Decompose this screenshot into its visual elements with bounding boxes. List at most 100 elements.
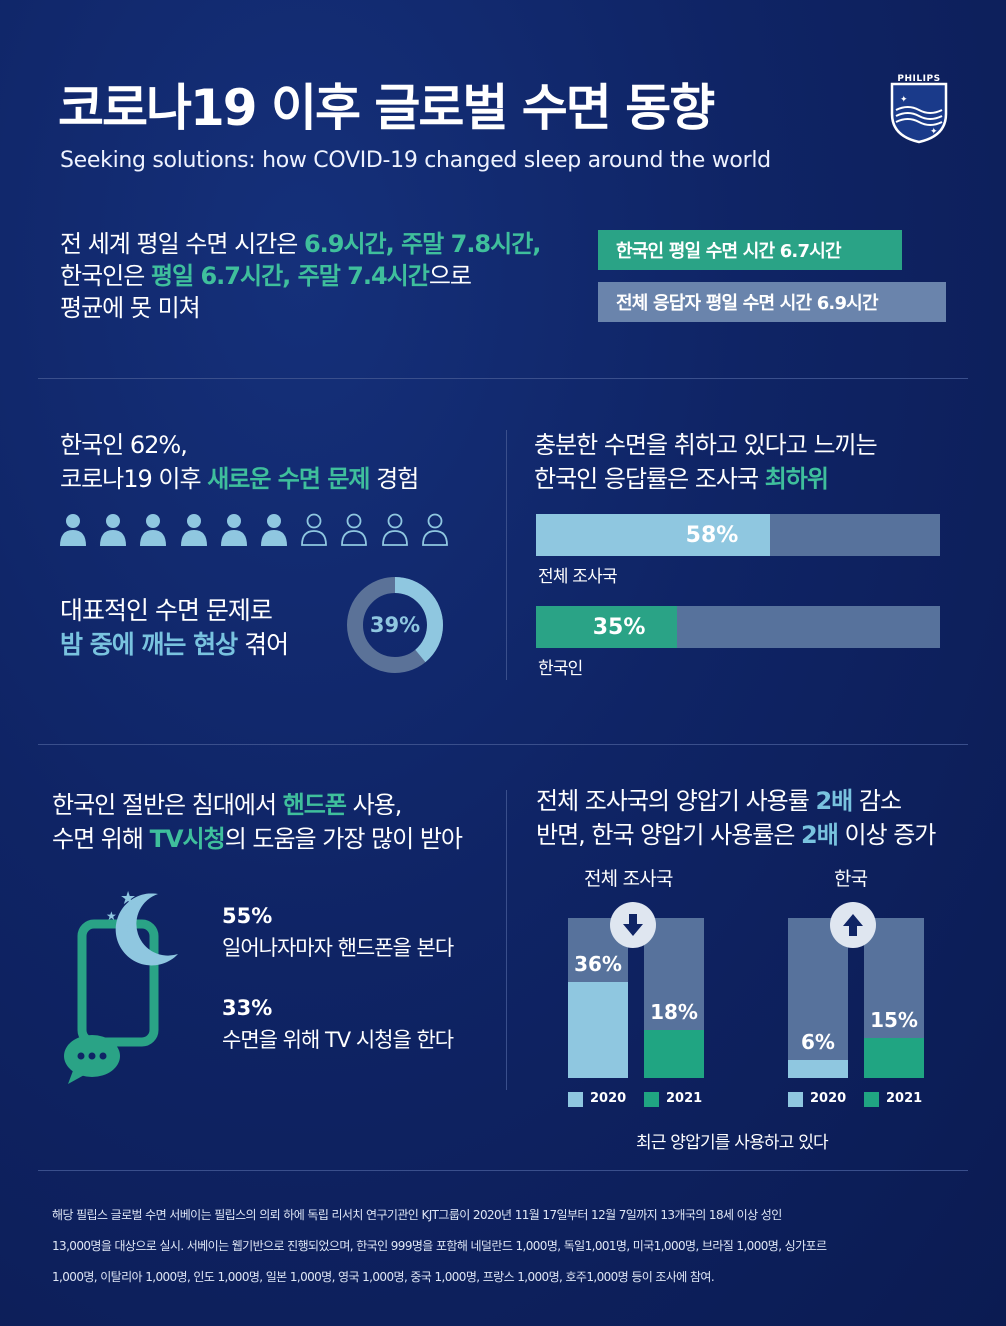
- korea-sleep-box: 한국인 평일 수면 시간 6.7시간: [598, 230, 902, 270]
- wake-line1: 대표적인 수면 문제로: [60, 596, 273, 625]
- problems-line2-highlight: 새로운 수면 문제: [207, 465, 370, 493]
- phone-line2-text: 수면 위해: [52, 825, 150, 853]
- column-value-label: 36%: [574, 952, 622, 976]
- person-filled-icon: [219, 512, 249, 548]
- legend-label: 2020: [590, 1091, 627, 1106]
- bar1-label: 전체 조사국: [538, 567, 618, 587]
- logo-text: PHILIPS: [897, 74, 941, 84]
- stat2-text: 수면을 위해 TV 시청을 한다: [222, 1028, 454, 1052]
- bar2-fill: 35%: [536, 606, 678, 648]
- footer-line3: 1,000명, 이탈리아 1,000명, 인도 1,000명, 일본 1,000…: [52, 1270, 715, 1284]
- intro-line1-highlight: 6.9시간, 주말 7.8시간,: [303, 230, 541, 258]
- phone-line1-text: 한국인 절반은 침대에서: [52, 791, 283, 819]
- chart-group2-label: 한국: [834, 868, 868, 890]
- divider-1: [38, 378, 968, 379]
- svg-text:★: ★: [106, 909, 117, 923]
- sufficient-line2-text: 한국인 응답률은 조사국: [534, 465, 765, 493]
- arrow-down-icon: [610, 902, 656, 948]
- donut-chart: 39%: [344, 574, 446, 676]
- wake-text: 대표적인 수면 문제로 밤 중에 깨는 현상 겪어: [60, 594, 289, 662]
- bar1-value: 58%: [685, 522, 739, 548]
- legend-swatch: [644, 1092, 659, 1107]
- problems-line2-text: 코로나19 이후: [60, 465, 208, 493]
- legend-swatch: [864, 1092, 879, 1107]
- page-title: 코로나19 이후 글로벌 수면 동향: [58, 79, 715, 137]
- cpap-caption: 최근 양압기를 사용하고 있다: [636, 1133, 829, 1153]
- column-fill: [788, 1060, 848, 1078]
- bar2-label: 한국인: [538, 659, 583, 679]
- svg-text:✦: ✦: [900, 95, 908, 105]
- cpap-line2-highlight: 2배: [801, 821, 839, 849]
- page-subtitle: Seeking solutions: how COVID-19 changed …: [60, 148, 771, 173]
- intro-text: 전 세계 평일 수면 시간은 6.9시간, 주말 7.8시간, 한국인은 평일 …: [60, 228, 541, 324]
- stat1-value: 55%: [222, 904, 273, 928]
- donut-value: 39%: [369, 613, 421, 637]
- column-fill: [568, 982, 628, 1078]
- problems-heading: 한국인 62%, 코로나19 이후 새로운 수면 문제 경험: [60, 428, 419, 496]
- person-filled-icon: [58, 512, 88, 548]
- bar1-track: 58%: [536, 514, 940, 556]
- footer-line2: 13,000명을 대상으로 실시. 서베이는 웹기반으로 진행되었으며, 한국인…: [52, 1239, 827, 1253]
- person-filled-icon: [98, 512, 128, 548]
- legend-swatch: [568, 1092, 583, 1107]
- person-filled-icon: [138, 512, 168, 548]
- donut-arc: [347, 577, 443, 673]
- svg-text:★: ★: [124, 920, 137, 936]
- person-outline-icon: [299, 512, 329, 548]
- person-outline-icon: [339, 512, 369, 548]
- cpap-chart: 36% 18% 2020 2021 6% 15% 2020 2021: [560, 900, 940, 1107]
- column-fill: [644, 1030, 704, 1078]
- bar2-value: 35%: [592, 614, 646, 640]
- divider-2: [38, 744, 968, 745]
- phone-line2-suffix: 의 도움을 가장 많이 받아: [224, 825, 463, 853]
- vdivider-1: [506, 430, 507, 680]
- sufficient-line2-highlight: 최하위: [764, 465, 829, 493]
- all-sleep-box: 전체 응답자 평일 수면 시간 6.9시간: [598, 282, 946, 322]
- person-filled-icon: [179, 512, 209, 548]
- person-outline-icon: [420, 512, 450, 548]
- divider-3: [38, 1170, 968, 1171]
- chart-group1-label: 전체 조사국: [584, 868, 673, 890]
- sufficient-heading: 충분한 수면을 취하고 있다고 느끼는 한국인 응답률은 조사국 최하위: [534, 428, 878, 496]
- person-filled-icon: [259, 512, 289, 548]
- phone-line1-suffix: 사용,: [345, 791, 403, 819]
- column-value-label: 18%: [650, 1000, 698, 1024]
- svg-text:✦: ✦: [930, 127, 938, 137]
- cpap-line1-suffix: 감소: [852, 787, 902, 815]
- phone-heading: 한국인 절반은 침대에서 핸드폰 사용, 수면 위해 TV시청의 도움을 가장 …: [52, 788, 463, 856]
- cpap-line2-text: 반면, 한국 양압기 사용률은: [536, 821, 802, 849]
- problems-line1: 한국인 62%,: [60, 431, 188, 459]
- footer-line1: 해당 필립스 글로벌 수면 서베이는 필립스의 의뢰 하에 독립 리서치 연구기…: [52, 1208, 782, 1222]
- legend-label: 2020: [810, 1091, 847, 1106]
- legend-swatch: [788, 1092, 803, 1107]
- column-value-label: 15%: [870, 1008, 918, 1032]
- intro-line3: 평균에 못 미쳐: [60, 294, 201, 322]
- vdivider-2: [506, 790, 507, 1090]
- footer-note: 해당 필립스 글로벌 수면 서베이는 필립스의 의뢰 하에 독립 리서치 연구기…: [52, 1200, 827, 1293]
- stat2-value: 33%: [222, 996, 273, 1020]
- people-icon-row: [58, 512, 458, 552]
- sufficient-line1: 충분한 수면을 취하고 있다고 느끼는: [534, 431, 878, 459]
- legend-label: 2021: [666, 1091, 703, 1106]
- phone-line1-highlight: 핸드폰: [282, 791, 347, 819]
- phone-moon-icon: ★ ★ ★: [60, 884, 190, 1094]
- phone-line2-highlight: TV시청: [149, 825, 226, 853]
- philips-logo: ✦ ✦ PHILIPS: [888, 74, 950, 144]
- intro-line2-suffix: 으로: [428, 262, 472, 290]
- bar2-track: 35%: [536, 606, 940, 648]
- stat1-text: 일어나자마자 핸드폰을 본다: [222, 936, 454, 960]
- cpap-line1-highlight: 2배: [815, 787, 853, 815]
- intro-line2-text: 한국인은: [60, 262, 151, 290]
- wake-line2-suffix: 겪어: [237, 630, 289, 659]
- arrow-up-icon: [830, 902, 876, 948]
- cpap-heading: 전체 조사국의 양압기 사용률 2배 감소 반면, 한국 양압기 사용률은 2배…: [536, 784, 936, 852]
- intro-line1-text: 전 세계 평일 수면 시간은: [60, 230, 304, 258]
- person-outline-icon: [380, 512, 410, 548]
- legend-label: 2021: [886, 1091, 923, 1106]
- problems-line2-suffix: 경험: [369, 465, 419, 493]
- bar1-fill: 58%: [536, 514, 771, 556]
- svg-text:★: ★: [120, 888, 136, 909]
- wake-line2-highlight: 밤 중에 깨는 현상: [60, 630, 238, 659]
- column-value-label: 6%: [801, 1030, 835, 1054]
